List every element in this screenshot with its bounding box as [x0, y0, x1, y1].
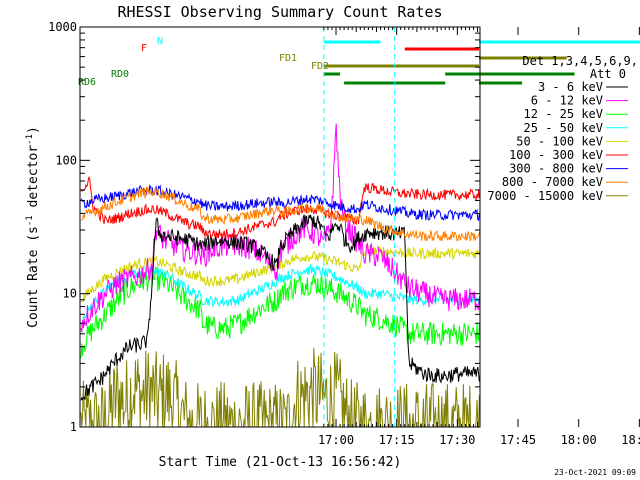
legend-label-3-6-kev: 3 - 6 keV — [538, 80, 603, 94]
series-line-25-50-kev — [80, 263, 480, 328]
y-tick-label-4: 1000 — [48, 20, 77, 34]
marker-lines-layer — [323, 27, 396, 427]
series-line-300-800-kev — [80, 184, 480, 222]
flag-label-rd0: RD0 — [111, 69, 129, 80]
x-tick-label-4: 17:45 — [500, 433, 536, 447]
axes-layer: 17:0017:1517:3017:4518:0018:1518:3011010… — [48, 20, 640, 447]
y-tick-label-2: 10 — [63, 287, 77, 301]
flag-label-rd6: RD6 — [78, 77, 96, 88]
date-stamp: 23-Oct-2021 09:09 — [554, 468, 636, 477]
legend-label-100-300-kev: 100 - 300 keV — [509, 148, 603, 162]
legend-label-7000-15000-kev: 7000 - 15000 keV — [487, 189, 603, 203]
y-axis-label-part-2: detector — [26, 145, 41, 216]
chart-title: RHESSI Observing Summary Count Rates — [117, 3, 442, 21]
flag-bars-layer: NF FD1 FD2 RD0 RD6 — [78, 36, 640, 88]
x-tick-label-2: 17:15 — [379, 433, 415, 447]
y-tick-label-3: 100 — [55, 153, 77, 167]
legend-label-6-12-kev: 6 - 12 keV — [531, 94, 603, 108]
series-line-800-7000-kev — [80, 186, 480, 242]
legend-label-300-800-kev: 300 - 800 keV — [509, 162, 603, 176]
x-tick-label-3: 17:30 — [439, 433, 475, 447]
series-line-7000-15000-kev — [80, 347, 480, 428]
y-axis-label-exponent-1: -1 — [25, 215, 35, 226]
y-axis-label: Count Rate (s-1 detector-1) — [25, 126, 41, 328]
data-series-layer — [80, 123, 480, 428]
legend-label-50-100-kev: 50 - 100 keV — [516, 134, 603, 148]
flag-label-n: N — [157, 36, 163, 47]
x-tick-label-6: 18:15 — [621, 433, 640, 447]
x-tick-label-5: 18:00 — [561, 433, 597, 447]
flag-label-fd2: FD2 — [311, 61, 329, 72]
legend-header-line-1: Det 1,3,4,5,6,9, — [522, 54, 638, 68]
series-line-12-25-kev — [80, 266, 480, 359]
series-line-3-6-kev — [80, 214, 480, 401]
y-axis-label-exponent-2: -1 — [25, 134, 35, 145]
legend-label-12-25-kev: 12 - 25 keV — [524, 107, 603, 121]
series-line-50-100-kev — [80, 245, 480, 303]
x-tick-label-1: 17:00 — [318, 433, 354, 447]
y-axis-label-part-1: Count Rate (s — [26, 226, 41, 328]
y-axis-label-part-3: ) — [26, 126, 41, 134]
legend-label-25-50-kev: 25 - 50 keV — [524, 121, 603, 135]
flag-label-f: F — [141, 43, 147, 54]
legend-header-line-2: Att 0 — [590, 67, 626, 81]
plot-frame — [79, 26, 481, 428]
series-line-100-300-kev — [80, 176, 480, 240]
x-axis-label: Start Time (21-Oct-13 16:56:42) — [159, 455, 402, 470]
y-tick-label-1: 1 — [70, 420, 77, 434]
legend-label-800-7000-kev: 800 - 7000 keV — [502, 175, 603, 189]
flag-label-fd1: FD1 — [279, 53, 297, 64]
